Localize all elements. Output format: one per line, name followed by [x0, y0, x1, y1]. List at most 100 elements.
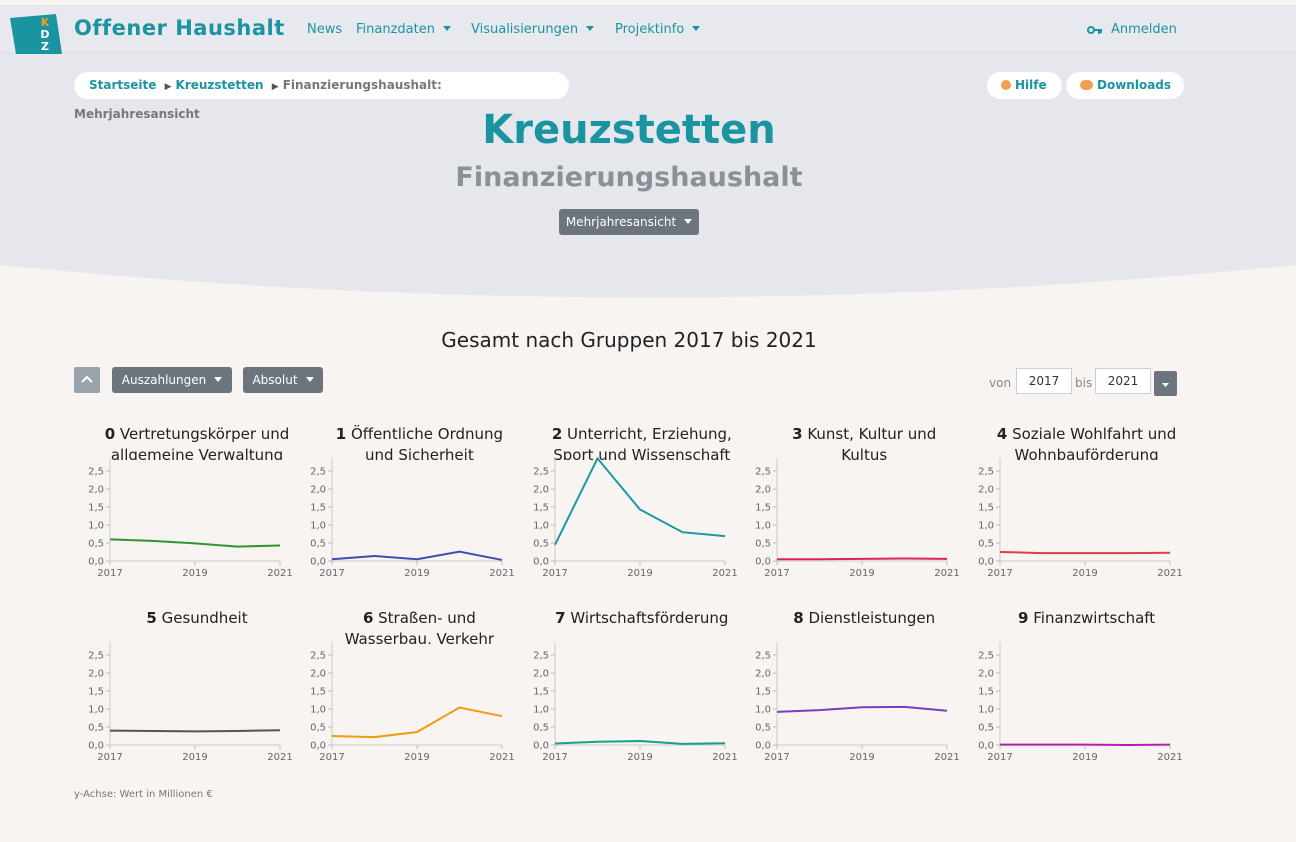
nav-link[interactable]: News [307, 22, 343, 37]
to-input[interactable]: 2021 [1095, 368, 1151, 394]
series-line [999, 551, 1170, 555]
x-tick-label: 2017 [320, 568, 345, 579]
y-tick-label: 0,5 [978, 723, 994, 734]
y-tick-label: 0,0 [533, 557, 549, 568]
chart-title: 2 Unterricht, Erziehung, Sport und Wisse… [547, 424, 737, 460]
y-tick-label: 0,5 [310, 723, 326, 734]
y-tick-label: 2,5 [978, 467, 994, 478]
chart-title-text: Dienstleistungen [808, 609, 936, 627]
line-chart: 0,0 0,5 1,0 1,5 2,0 2,5 2017 2019 2021 [533, 642, 738, 763]
chart-title-text: Soziale Wohlfahrt und Wohnbauförderung [1012, 425, 1177, 460]
y-tick-label: 2,0 [755, 669, 771, 680]
type-label: Auszahlungen [121, 373, 207, 387]
y-tick-label: 1,5 [978, 687, 994, 698]
line-chart: 0,0 0,5 1,0 1,5 2,0 2,5 2017 2019 2021 [310, 458, 515, 579]
brand[interactable]: Offener Haushalt [74, 16, 285, 40]
chart-number: 0 [104, 425, 116, 443]
x-tick-label: 2019 [405, 752, 430, 763]
x-tick-label: 2021 [934, 752, 959, 763]
chart-number: 7 [555, 609, 566, 627]
section-title: Gesamt nach Gruppen 2017 bis 2021 [441, 328, 817, 352]
chart-title-text: Vertretungskörper und allgemeine Verwalt… [110, 425, 290, 460]
from-input[interactable]: 2017 [1016, 368, 1072, 394]
downloads-button[interactable]: Downloads [1066, 72, 1184, 99]
y-tick-label: 1,0 [88, 521, 104, 532]
x-tick-label: 2021 [267, 752, 292, 763]
y-tick-label: 2,0 [978, 669, 994, 680]
view-dropdown[interactable]: Mehrjahresansicht [559, 209, 699, 235]
type-dropdown[interactable]: Auszahlungen [112, 367, 232, 393]
breadcrumb-link[interactable]: Kreuzstetten [175, 78, 264, 92]
x-tick-label: 2021 [490, 568, 515, 579]
y-tick-label: 0,5 [88, 723, 104, 734]
login[interactable]: Anmelden [1111, 22, 1177, 37]
x-tick-label: 2021 [712, 568, 737, 579]
to-label: bis [1075, 376, 1093, 390]
y-tick-label: 1,0 [978, 705, 994, 716]
chart-title: 7 Wirtschaftsförderung [547, 608, 737, 644]
x-tick-label: 2019 [849, 752, 874, 763]
y-tick-label: 1,0 [310, 705, 326, 716]
series-line [332, 550, 503, 561]
series-line [109, 538, 281, 548]
x-tick-label: 2017 [97, 752, 122, 763]
y-tick-label: 2,0 [310, 669, 326, 680]
line-chart: 0,0 0,5 1,0 1,5 2,0 2,5 2017 2019 2021 [978, 458, 1182, 579]
chart-title-text: Kunst, Kultur und Kultus [807, 425, 937, 460]
logo-letter: Z [41, 40, 49, 53]
x-tick-label: 2017 [320, 752, 345, 763]
range-dropdown[interactable] [1154, 371, 1177, 396]
line-chart: 0,0 0,5 1,0 1,5 2,0 2,5 2017 2019 2021 [978, 642, 1182, 763]
y-tick-label: 1,0 [533, 521, 549, 532]
y-tick-label: 1,0 [755, 521, 771, 532]
mode-dropdown[interactable]: Absolut [243, 367, 323, 393]
header-background [0, 52, 1296, 298]
chart-number: 2 [551, 425, 563, 443]
mode-label: Absolut [252, 373, 298, 387]
y-tick-label: 0,0 [978, 557, 994, 568]
series-line [332, 706, 503, 739]
page-subtitle: Finanzierungshaushalt [455, 162, 803, 193]
y-tick-label: 2,5 [533, 467, 549, 478]
chart-number: 1 [335, 425, 347, 443]
help-button[interactable]: Hilfe [987, 72, 1062, 99]
breadcrumb-current: Finanzierungshaushalt: Mehrjahresansicht [74, 78, 442, 121]
y-tick-label: 2,0 [88, 669, 104, 680]
nav-link[interactable]: Visualisierungen [471, 22, 594, 37]
y-tick-label: 1,0 [978, 521, 994, 532]
y-tick-label: 1,5 [978, 503, 994, 514]
nav-link[interactable]: Finanzdaten [356, 22, 451, 37]
nav-link[interactable]: Projektinfo [615, 22, 700, 37]
y-tick-label: 1,5 [310, 687, 326, 698]
x-tick-label: 2019 [1072, 752, 1097, 763]
y-tick-label: 0,5 [88, 539, 104, 550]
chart-title-text: Öffentliche Ordnung und Sicherheit [350, 425, 504, 460]
y-tick-label: 2,5 [533, 651, 549, 662]
chart-title: 9 Finanzwirtschaft [992, 608, 1182, 644]
x-tick-label: 2019 [405, 568, 430, 579]
y-tick-label: 1,5 [310, 503, 326, 514]
x-tick-label: 2019 [182, 568, 207, 579]
y-tick-label: 2,5 [755, 651, 771, 662]
x-tick-label: 2019 [627, 568, 652, 579]
series-line [777, 557, 948, 561]
x-tick-label: 2019 [182, 752, 207, 763]
help-label: Hilfe [1015, 78, 1047, 92]
y-tick-label: 2,5 [755, 467, 771, 478]
collapse-button[interactable] [74, 367, 100, 393]
breadcrumb-link[interactable]: Startseite [89, 78, 157, 92]
chart-number: 9 [1018, 609, 1029, 627]
y-tick-label: 0,0 [978, 741, 994, 752]
logo[interactable]: K D Z [8, 14, 64, 56]
y-tick-label: 2,5 [310, 467, 326, 478]
y-tick-label: 0,0 [755, 741, 771, 752]
x-tick-label: 2021 [267, 568, 292, 579]
x-tick-label: 2019 [627, 752, 652, 763]
line-chart: 0,0 0,5 1,0 1,5 2,0 2,5 2017 2019 2021 [755, 642, 960, 763]
y-tick-label: 1,0 [310, 521, 326, 532]
y-tick-label: 1,5 [755, 503, 771, 514]
y-tick-label: 2,5 [310, 651, 326, 662]
x-tick-label: 2021 [934, 568, 959, 579]
chart-number: 8 [793, 609, 804, 627]
